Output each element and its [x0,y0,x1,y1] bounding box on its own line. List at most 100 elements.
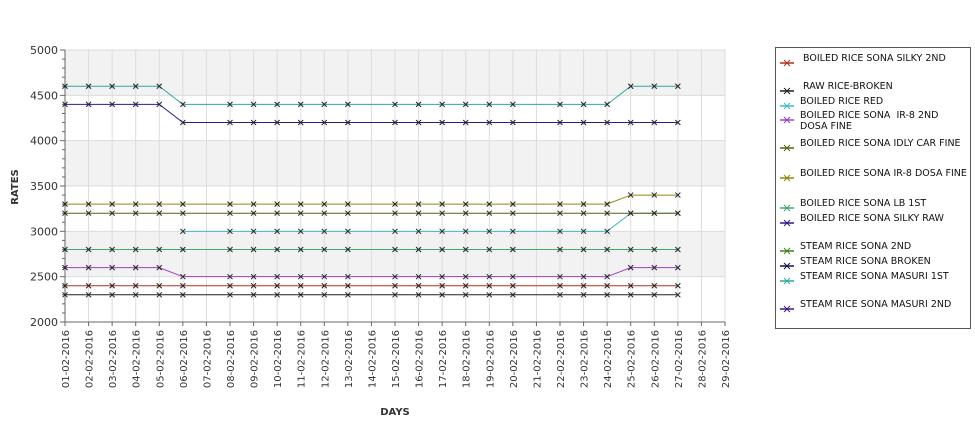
x-axis-label: DAYS [380,407,410,418]
data-point [675,119,681,126]
series-lines [62,83,681,298]
data-point [250,291,257,298]
data-point [180,273,186,280]
data-point [462,201,469,207]
data-point [675,83,681,90]
point-marker-stroke [604,201,610,207]
point-marker-stroke [415,101,422,108]
point-marker-stroke [627,246,634,253]
legend-item: STEAM RICE SONA 2ND [780,241,968,255]
data-point [274,101,280,108]
point-marker-stroke [321,119,328,126]
legend-marker-icon [780,138,794,152]
data-point [227,291,233,298]
point-marker-stroke [486,228,493,235]
data-point [321,210,328,217]
point-marker-stroke [580,246,587,253]
data-point [627,291,634,298]
point-marker-stroke [651,291,658,298]
data-point [62,101,68,108]
point-marker-stroke [462,246,469,253]
point-marker-stroke [604,210,610,217]
data-point [250,282,257,289]
data-point [132,282,139,289]
data-point [180,291,186,298]
data-point [180,119,186,126]
data-point [156,201,163,207]
point-marker-stroke [274,246,280,253]
y-tick-label: 2500 [30,271,58,284]
data-point [580,291,587,298]
data-point [510,201,516,207]
point-marker-stroke [462,119,469,126]
data-point [85,83,92,90]
axes [60,49,726,326]
point-marker-stroke [85,210,92,217]
legend-marker-icon [780,271,794,285]
x-tick-label: 17-02-2016 [438,330,449,388]
point-marker-stroke [486,246,493,253]
point-marker-stroke [180,119,186,126]
data-point [321,273,328,280]
data-point [486,282,493,289]
data-point [675,291,681,298]
point-marker-stroke [557,246,563,253]
point-marker-stroke [392,101,398,108]
data-point [486,273,493,280]
data-point [557,201,563,207]
point-marker-stroke [627,291,634,298]
data-point [85,201,92,207]
point-marker-stroke [109,83,115,90]
data-point [156,101,163,108]
data-point [439,201,445,207]
point-marker-stroke [109,264,115,271]
data-point [439,282,445,289]
point-marker-stroke [627,192,634,198]
data-point [580,101,587,108]
point-marker-stroke [651,83,658,90]
point-marker-stroke [109,201,115,207]
point-marker-stroke [321,201,328,207]
point-marker-stroke [297,119,304,126]
data-point [510,291,516,298]
legend-item: RAW RICE-BROKEN [780,81,968,95]
data-point [675,282,681,289]
point-marker-stroke [651,192,658,198]
data-point [651,83,658,90]
point-marker-stroke [156,201,163,207]
data-point [345,101,351,108]
series-line [65,85,678,105]
x-tick-label: 02-02-2016 [85,330,96,388]
data-point [510,273,516,280]
data-point [62,246,68,253]
point-marker-stroke [604,291,610,298]
x-tick-label: 13-02-2016 [344,330,355,388]
legend-marker-icon [780,96,794,110]
data-point [250,246,257,253]
point-marker-stroke [415,246,422,253]
point-marker-stroke [486,273,493,280]
point-marker-stroke [250,201,257,207]
point-marker-stroke [415,282,422,289]
x-tick-label: 16-02-2016 [415,330,426,388]
point-marker-stroke [321,282,328,289]
point-marker-stroke [345,246,351,253]
data-point [415,291,422,298]
data-point [321,282,328,289]
point-marker-stroke [604,282,610,289]
data-point [510,210,516,217]
point-marker-stroke [62,210,68,217]
y-tick-label: 2000 [30,316,58,329]
data-point [627,246,634,253]
data-point [297,291,304,298]
data-point [321,291,328,298]
series-1 [62,291,681,298]
point-marker-stroke [227,291,233,298]
data-point [180,101,186,108]
data-point [85,291,92,298]
x-tick-label: 24-02-2016 [603,330,614,388]
data-point [651,210,658,217]
point-marker-stroke [345,101,351,108]
legend-item: STEAM RICE SONA MASURI 2ND [780,299,968,313]
